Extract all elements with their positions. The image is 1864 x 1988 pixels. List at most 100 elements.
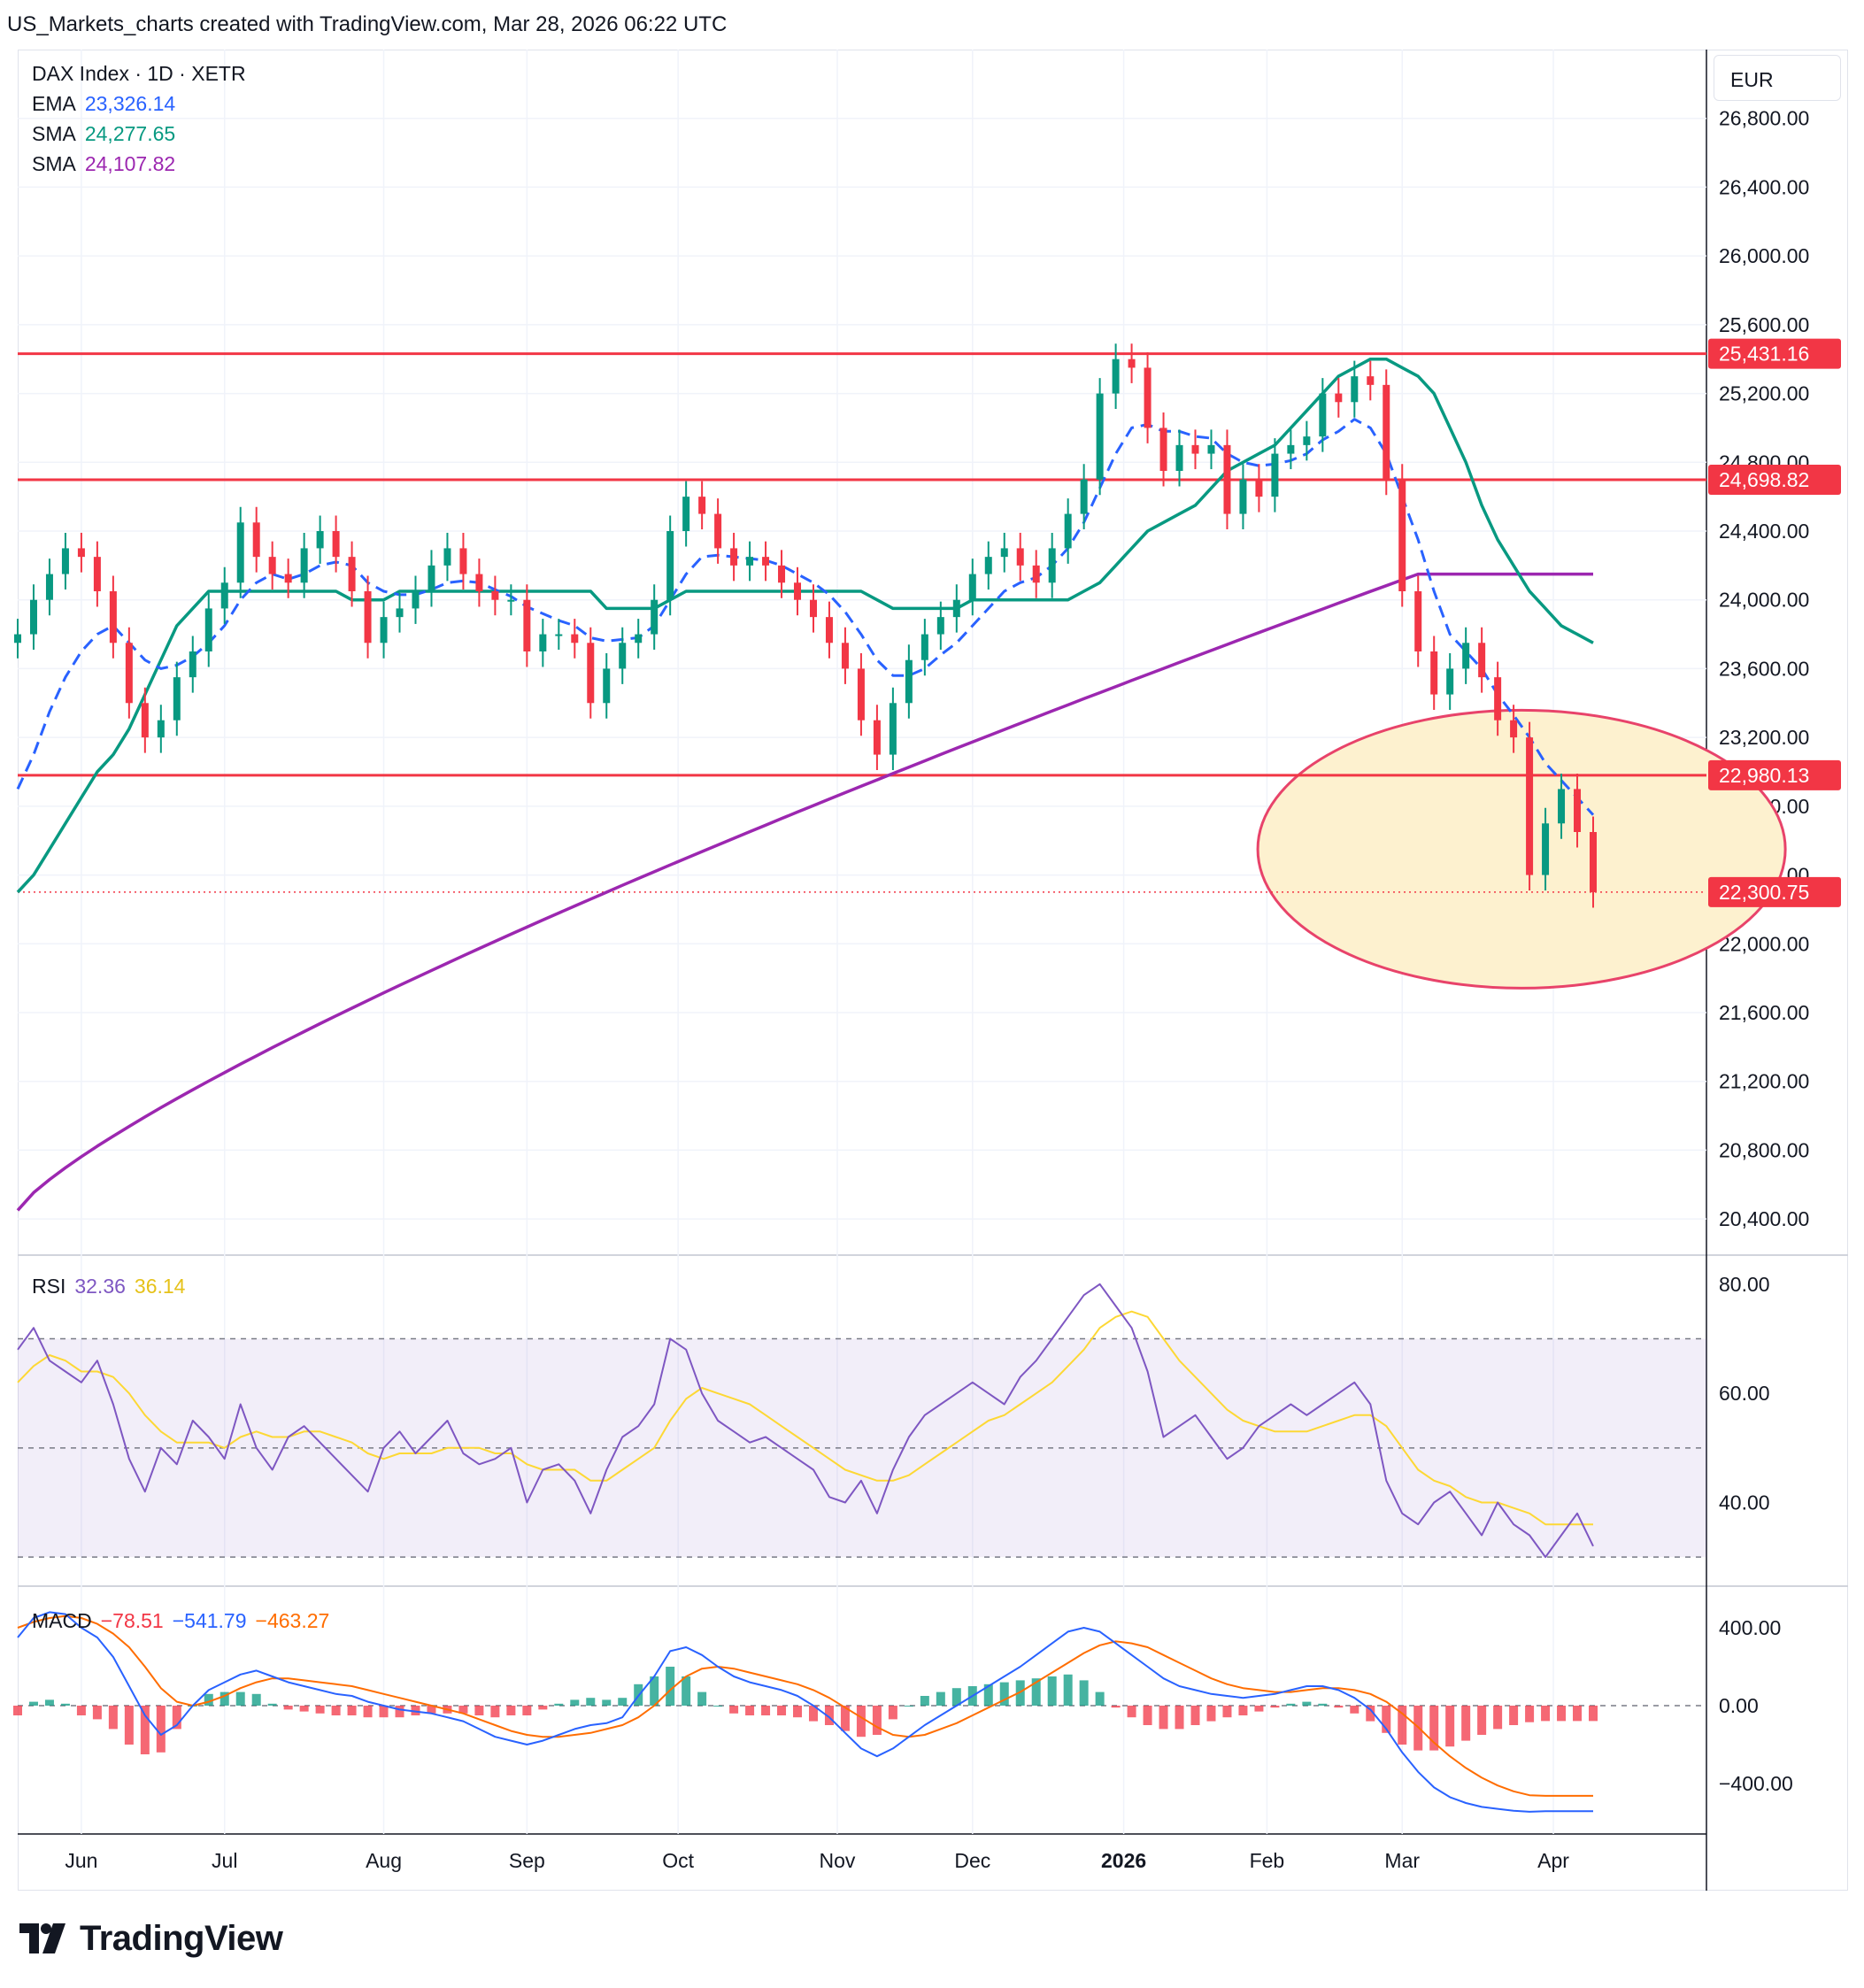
candle-body xyxy=(841,643,849,669)
time-tick-label: Jul xyxy=(212,1849,237,1872)
time-tick-label: Sep xyxy=(509,1849,545,1872)
candle-body xyxy=(1016,548,1024,566)
macd-histogram-bar xyxy=(347,1706,357,1715)
macd-histogram-bar xyxy=(1493,1706,1503,1730)
candle-body xyxy=(698,497,706,514)
macd-tick-label: 400.00 xyxy=(1719,1616,1781,1639)
tradingview-logo-icon xyxy=(19,1923,65,1953)
candle-body xyxy=(1367,376,1375,385)
candle-body xyxy=(1223,444,1231,514)
macd-histogram-bar xyxy=(1477,1706,1487,1735)
candle-body xyxy=(1414,591,1422,651)
macd-histogram-bar xyxy=(793,1706,803,1718)
candle-body xyxy=(1096,393,1104,480)
candle-body xyxy=(443,548,451,566)
candle-body xyxy=(1590,832,1597,892)
macd-histogram-bar xyxy=(808,1706,818,1722)
ema-line xyxy=(16,418,1595,816)
candle-body xyxy=(1271,453,1279,497)
macd-histogram-bar xyxy=(1461,1706,1471,1741)
macd-histogram-bar xyxy=(220,1691,229,1706)
macd-histogram-bar xyxy=(1334,1706,1344,1708)
macd-histogram-bar xyxy=(44,1699,54,1706)
last-price-badge xyxy=(1708,876,1841,907)
macd-histogram-bar xyxy=(761,1706,771,1715)
rsi-tick-label: 60.00 xyxy=(1719,1382,1770,1405)
candle-body xyxy=(1478,643,1486,678)
macd-histogram-bar xyxy=(474,1706,484,1715)
price-tick-label: 23,200.00 xyxy=(1719,726,1809,749)
macd-histogram-bar xyxy=(76,1706,86,1715)
candle-body xyxy=(491,591,499,600)
price-tick-label: 20,400.00 xyxy=(1719,1207,1809,1230)
macd-histogram-bar xyxy=(554,1703,564,1706)
macd-histogram-bar xyxy=(156,1706,166,1753)
candle-body xyxy=(109,591,117,643)
time-tick-label: Mar xyxy=(1384,1849,1420,1872)
macd-histogram-bar xyxy=(1573,1706,1583,1722)
macd-histogram-bar xyxy=(1557,1706,1567,1722)
candle-body xyxy=(1048,548,1056,583)
legend-rsi: RSI 32.36 36.14 xyxy=(32,1275,194,1298)
candle-body xyxy=(603,668,611,704)
macd-name: MACD xyxy=(32,1609,92,1632)
candle-body xyxy=(1303,436,1311,445)
price-tick-label: 26,400.00 xyxy=(1719,175,1809,198)
candle-body xyxy=(427,565,435,591)
macd-histogram-bar xyxy=(1509,1706,1519,1725)
macd-histogram-bar xyxy=(872,1706,882,1735)
candle-body xyxy=(794,582,802,600)
candle-body xyxy=(1112,358,1120,394)
rsi-band-fill xyxy=(18,1338,1706,1558)
candle-body xyxy=(1542,823,1550,875)
level-price-badge xyxy=(1708,338,1841,369)
macd-histogram-bar xyxy=(267,1703,277,1706)
tradingview-logo[interactable]: TradingView xyxy=(19,1919,283,1958)
candle-body xyxy=(651,599,659,635)
symbol-label: DAX Index · 1D · XETR xyxy=(32,62,246,85)
macd-histogram-bar xyxy=(1366,1706,1375,1722)
macd-histogram-bar xyxy=(904,1706,913,1707)
macd-histogram-bar xyxy=(1238,1706,1248,1715)
macd-histogram-bar xyxy=(140,1706,150,1754)
candle-body xyxy=(746,557,754,566)
candle-body xyxy=(141,703,149,738)
level-price-badge xyxy=(1708,464,1841,495)
candle-body xyxy=(14,634,21,643)
currency-selector[interactable]: EUR xyxy=(1714,55,1841,101)
macd-histogram-bar xyxy=(618,1698,628,1706)
candle-body xyxy=(29,599,37,635)
candle-body xyxy=(125,643,133,704)
macd-histogram-bar xyxy=(1015,1680,1025,1706)
candle-body xyxy=(1080,479,1088,514)
candle-body xyxy=(1351,376,1359,403)
candle-body xyxy=(412,591,420,609)
candle-body xyxy=(475,574,483,591)
candle-body xyxy=(1207,444,1215,454)
price-tick-label: 24,400.00 xyxy=(1719,520,1809,543)
macd-tick-label: 0.00 xyxy=(1719,1694,1759,1717)
macd-histogram-bar xyxy=(1254,1706,1264,1712)
candle-body xyxy=(571,634,579,643)
price-tick-label: 26,800.00 xyxy=(1719,107,1809,130)
macd-value: −541.79 xyxy=(172,1609,247,1632)
time-tick-label: Nov xyxy=(820,1849,856,1872)
candle-body xyxy=(635,634,643,643)
candle-body xyxy=(507,599,515,602)
macd-histogram-bar xyxy=(315,1706,325,1714)
candle-body xyxy=(1335,393,1343,403)
macd-histogram-bar xyxy=(1286,1703,1296,1706)
macd-histogram-bar xyxy=(824,1706,834,1725)
candle-body xyxy=(778,565,786,583)
rsi-ma-value: 36.14 xyxy=(134,1275,186,1298)
level-price-label: 25,431.16 xyxy=(1719,343,1809,366)
macd-histogram-bar xyxy=(1350,1706,1359,1714)
candle-body xyxy=(380,617,388,643)
price-tick-label: 22,000.00 xyxy=(1719,932,1809,955)
price-tick-label: 25,600.00 xyxy=(1719,313,1809,336)
sma1-value: 24,277.65 xyxy=(84,122,176,145)
macd-hist-value: −78.51 xyxy=(100,1609,164,1632)
macd-histogram-bar xyxy=(1382,1706,1391,1733)
candle-body xyxy=(682,497,690,531)
